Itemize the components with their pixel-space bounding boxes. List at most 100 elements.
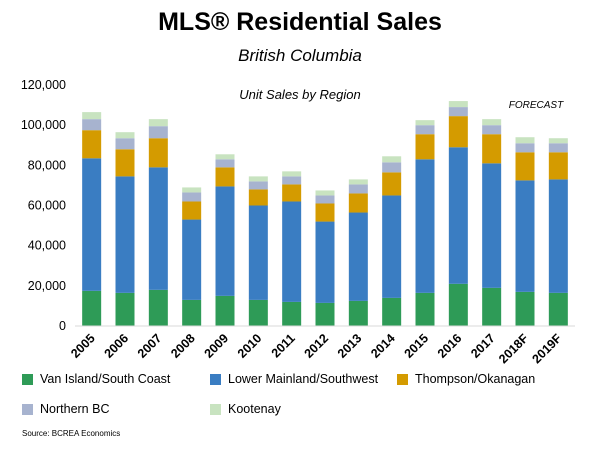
bar-segment <box>315 221 335 303</box>
bar-segment <box>215 167 235 187</box>
y-axis: 0 20,000 40,000 60,000 80,000 100,000 120,000 <box>21 78 66 333</box>
x-tick-label: 2009 <box>202 331 232 361</box>
x-tick-label: 2019F <box>529 331 564 366</box>
bar-segment <box>548 138 568 144</box>
bar-segment <box>515 152 535 181</box>
bar-segment <box>282 201 302 302</box>
bar-segment <box>315 302 335 326</box>
x-tick-label: 2015 <box>402 331 432 361</box>
legend-label: Thompson/Okanagan <box>415 372 536 386</box>
legend-label: Van Island/South Coast <box>40 372 171 386</box>
bar-segment <box>148 138 168 168</box>
y-tick-label: 80,000 <box>28 158 66 172</box>
bar-segment <box>248 299 268 326</box>
page-title: MLS® Residential Sales <box>158 8 442 36</box>
legend-item: Lower Mainland/Southwest <box>210 372 378 386</box>
x-tick-label: 2017 <box>468 331 498 361</box>
legend-swatch <box>210 403 221 415</box>
legend-item: Northern BC <box>22 402 109 416</box>
source-note: Source: BCREA Economics <box>22 429 121 438</box>
y-tick-label: 100,000 <box>21 118 66 132</box>
bar-segment <box>382 297 402 326</box>
bar-segment <box>282 171 302 177</box>
bar-segment <box>382 162 402 173</box>
bar-segment <box>448 147 468 284</box>
bar-segment <box>448 283 468 326</box>
bar-segment <box>315 203 335 222</box>
bar-segment <box>215 154 235 160</box>
bar-segment <box>82 158 102 291</box>
bar-segment <box>482 287 502 326</box>
x-tick-label: 2007 <box>135 331 165 361</box>
bar-segment <box>415 159 435 293</box>
bar-segment <box>315 190 335 196</box>
x-tick-label: 2005 <box>68 331 98 361</box>
bar-segment <box>282 184 302 202</box>
bar-segment <box>482 134 502 164</box>
bar-segment <box>515 291 535 326</box>
bar-segment <box>415 120 435 126</box>
bar-segment <box>115 292 135 326</box>
bar-segment <box>515 137 535 144</box>
bar-segment <box>415 292 435 326</box>
legend-label: Northern BC <box>40 402 110 416</box>
y-tick-label: 120,000 <box>21 78 66 92</box>
legend-swatch <box>210 373 221 385</box>
bar-segment <box>448 107 468 117</box>
legend-item: Thompson/Okanagan <box>397 372 535 386</box>
legend-swatch <box>397 373 408 385</box>
bar-segment <box>148 289 168 326</box>
legend-swatch <box>22 403 33 415</box>
bar-segment <box>248 176 268 182</box>
bar-segment <box>348 212 368 301</box>
page-subtitle: British Columbia <box>238 46 362 65</box>
y-tick-label: 20,000 <box>28 279 66 293</box>
bars-group <box>82 101 568 326</box>
x-tick-label: 2011 <box>269 331 298 360</box>
x-tick-label: 2006 <box>102 331 132 361</box>
x-tick-label: 2010 <box>235 331 265 361</box>
bar-segment <box>548 292 568 326</box>
bar-segment <box>182 192 202 202</box>
bar-segment <box>182 299 202 326</box>
forecast-annotation: FORECAST <box>509 100 564 111</box>
bar-segment <box>348 193 368 213</box>
y-tick-label: 40,000 <box>28 239 66 253</box>
bar-segment <box>282 176 302 185</box>
chart-title: Unit Sales by Region <box>239 87 360 102</box>
legend-item: Kootenay <box>210 402 281 416</box>
bar-segment <box>215 295 235 326</box>
bar-segment <box>248 189 268 206</box>
y-tick-label: 60,000 <box>28 199 66 213</box>
bar-segment <box>115 149 135 177</box>
bar-segment <box>415 134 435 160</box>
bar-segment <box>82 112 102 120</box>
bar-segment <box>348 179 368 185</box>
bar-segment <box>482 163 502 288</box>
x-axis: 2005 2006 2007 2008 2009 2010 2011 2012 2013 2014… <box>68 325 575 366</box>
x-tick-label: 2016 <box>435 331 465 361</box>
bar-segment <box>182 201 202 220</box>
bar-segment <box>182 219 202 300</box>
y-tick-label: 0 <box>59 319 66 333</box>
bar-segment <box>482 125 502 135</box>
bar-segment <box>215 186 235 296</box>
x-tick-label: 2013 <box>335 331 365 361</box>
bar-segment <box>148 126 168 139</box>
bar-segment <box>82 119 102 131</box>
bar-segment <box>348 300 368 326</box>
legend-label: Lower Mainland/Southwest <box>228 372 379 386</box>
x-tick-label: 2018F <box>496 331 531 366</box>
bar-segment <box>148 119 168 127</box>
bar-segment <box>115 176 135 293</box>
bar-segment <box>382 172 402 196</box>
bar-segment <box>548 152 568 180</box>
bar-segment <box>82 130 102 159</box>
bar-segment <box>248 205 268 300</box>
bar-segment <box>515 143 535 153</box>
bar-segment <box>148 167 168 290</box>
bar-segment <box>182 187 202 193</box>
bar-segment <box>82 290 102 326</box>
bar-segment <box>248 181 268 190</box>
bar-segment <box>382 156 402 163</box>
